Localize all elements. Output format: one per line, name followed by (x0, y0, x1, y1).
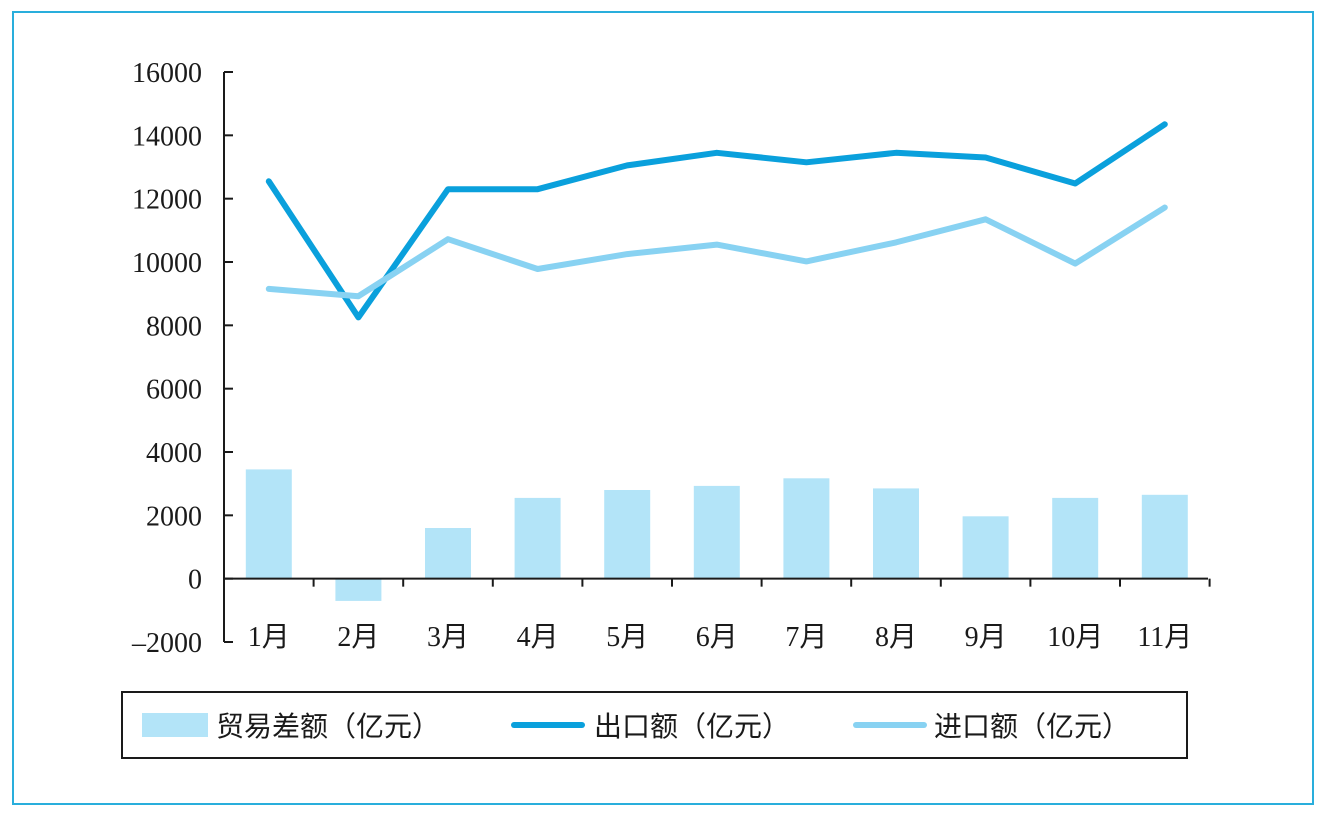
y-tick-label: 6000 (146, 375, 202, 406)
y-tick-label: 14000 (132, 121, 202, 152)
bar-1月 (245, 469, 292, 579)
bar-3月 (425, 528, 471, 579)
bar-10月 (1052, 497, 1099, 579)
x-tick-label: 11月 (1137, 622, 1192, 653)
x-tick-label: 2月 (337, 622, 379, 653)
line-series-1 (265, 121, 1168, 321)
bar-6月 (693, 485, 740, 579)
x-tick-label: 7月 (785, 622, 827, 653)
bar-5月 (604, 490, 651, 579)
legend-swatch-bar (142, 713, 208, 737)
axes: 16000 14000 12000 10000 8000 6000 4000 2000 0 –20… (131, 58, 1211, 659)
y-tick-label: 2000 (146, 501, 202, 532)
y-tick-label: –2000 (131, 628, 202, 659)
y-tick-label: 10000 (132, 248, 202, 279)
y-tick-label: 12000 (132, 185, 202, 216)
bar-8月 (873, 488, 919, 579)
chart-frame (12, 11, 1314, 805)
x-tick-label: 10月 (1047, 622, 1103, 653)
y-tick-label: 8000 (146, 311, 202, 342)
legend-box (121, 691, 1188, 759)
line-series (265, 121, 1168, 321)
x-tick-label: 9月 (965, 622, 1007, 653)
legend-label: 出口额（亿元） (594, 710, 790, 743)
line-series-2 (265, 204, 1168, 300)
x-tick-label: 1月 (248, 622, 290, 653)
bar-series (245, 469, 1188, 601)
bar-11月 (1141, 494, 1188, 579)
bar-2月 (335, 578, 382, 601)
legend: 贸易差额（亿元） 出口额（亿元） 进口额（亿元） (121, 691, 1188, 759)
x-tick-label: 4月 (517, 622, 559, 653)
y-tick-label: 0 (188, 565, 202, 596)
x-tick-label: 8月 (875, 622, 917, 653)
legend-label: 进口额（亿元） (934, 710, 1130, 743)
bar-9月 (962, 516, 1009, 579)
legend-label: 贸易差额（亿元） (216, 710, 440, 743)
x-tick-label: 3月 (427, 622, 469, 653)
y-tick-label: 16000 (132, 58, 202, 89)
bar-4月 (514, 497, 561, 579)
x-tick-label: 6月 (696, 622, 738, 653)
x-tick-label: 5月 (606, 622, 648, 653)
y-tick-label: 4000 (146, 438, 202, 469)
bar-7月 (783, 478, 830, 579)
